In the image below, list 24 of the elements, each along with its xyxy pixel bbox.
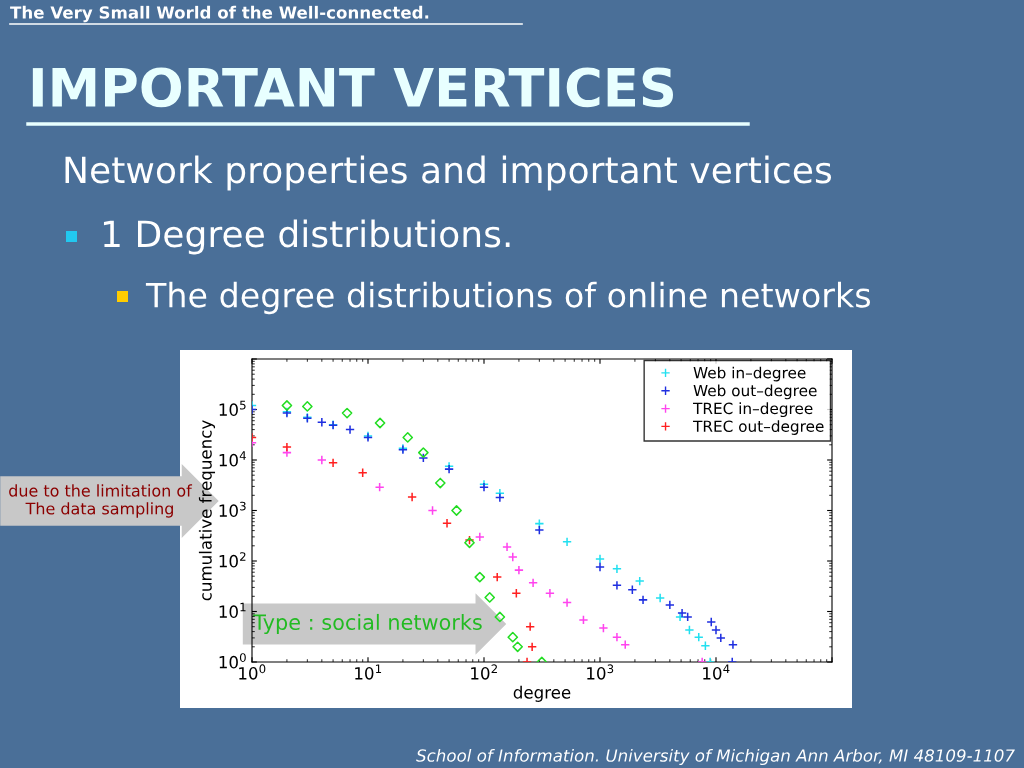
y-tick-label: 10$^{1}$ <box>219 602 246 618</box>
x-tick-label: 10$^{2}$ <box>471 664 497 680</box>
y-tick-label: 10$^{4}$ <box>219 451 246 467</box>
legend-label: TREC out–degree <box>693 420 824 435</box>
legend-label: TREC in–degree <box>693 402 813 418</box>
chart-subtitle: The Very Small World of the Well-connected. <box>10 5 429 23</box>
text: due to the limitation of The data sampling <box>9 484 193 518</box>
x-tick-label: 10$^{0}$ <box>239 664 266 680</box>
annotation: Type : social networks <box>253 613 482 635</box>
x-tick-label: 10$^{4}$ <box>703 664 730 680</box>
y-axis-title: cumulative frequency <box>198 420 216 601</box>
chart-title: IMPORTANT VERTICES <box>32 67 674 108</box>
y-tick-label: 10$^{5}$ <box>219 400 246 416</box>
text: School of Information. University of Michigan Ann Arbor, MI 48109-1107 <box>416 748 1015 766</box>
x-tick-label: 10$^{3}$ <box>587 664 614 680</box>
text: The degree distributions of online networks <box>145 281 871 315</box>
x-axis-title: degree <box>513 685 571 702</box>
text: Network properties and important vertices <box>65 155 832 191</box>
legend-label: Web out–degree <box>693 384 817 400</box>
y-tick-label: 10$^{2}$ <box>219 552 246 568</box>
legend-label: Web in–degree <box>693 366 806 382</box>
y-tick-label: 10$^{3}$ <box>219 501 246 517</box>
x-tick-label: 10$^{1}$ <box>355 664 382 680</box>
text: 1 Degree distributions. <box>103 219 510 255</box>
